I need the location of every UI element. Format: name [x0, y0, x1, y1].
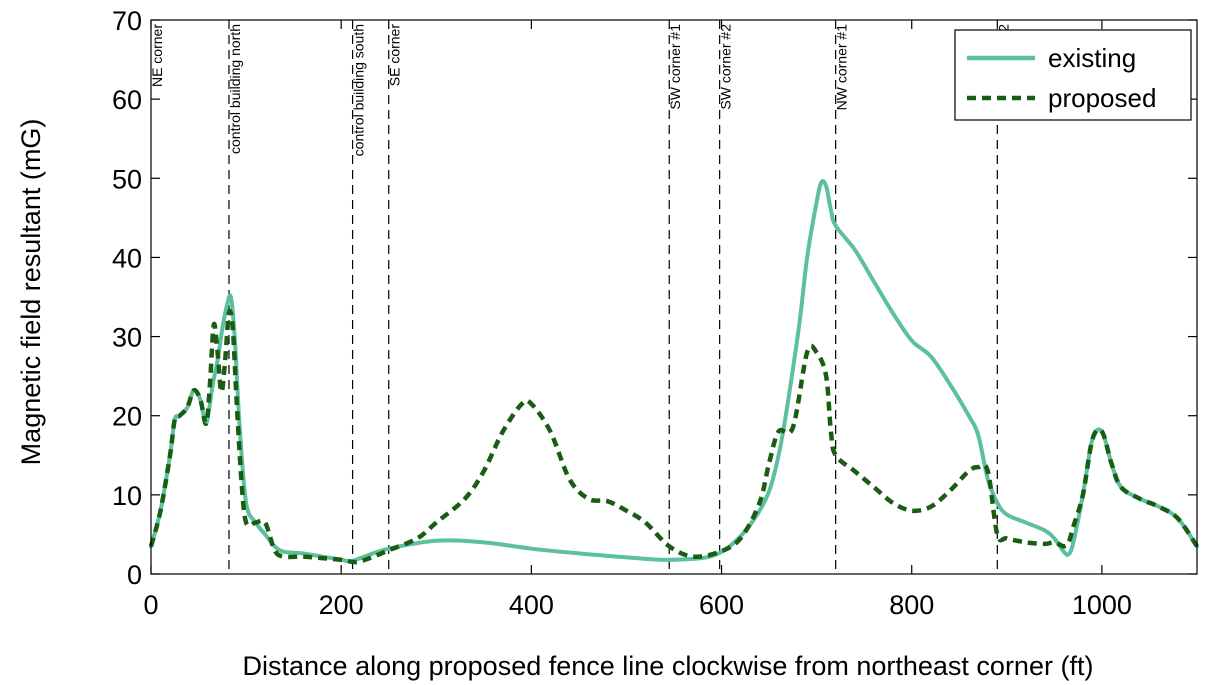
y-tick-label: 60 [112, 85, 142, 115]
x-tick-label: 800 [889, 590, 934, 620]
axes: 0 200 400 600 800 1000 0 10 20 30 40 50 60 70 [112, 6, 1198, 620]
y-tick-label: 10 [112, 481, 142, 511]
series-line-proposed [148, 308, 1199, 565]
marker-label: NE corner [149, 24, 165, 87]
y-tick-label: 20 [112, 402, 142, 432]
axes-frame [150, 19, 1198, 575]
legend-label-proposed: proposed [1048, 83, 1156, 113]
marker-label: control building south [351, 24, 367, 156]
y-tick-label: 0 [127, 560, 142, 590]
x-tick-label: 400 [509, 590, 554, 620]
x-tick-label: 0 [143, 590, 158, 620]
legend-box [954, 29, 1192, 121]
y-tick-label: 50 [112, 164, 142, 194]
x-tick-label: 1000 [1072, 590, 1132, 620]
y-tick-label: 30 [112, 323, 142, 353]
legend[interactable]: existing proposed [954, 29, 1192, 121]
legend-label-existing: existing [1048, 43, 1136, 73]
marker-label: NW corner #1 [834, 24, 850, 111]
marker-label: SE corner [387, 24, 403, 87]
x-axis-label: Distance along proposed fence line clock… [243, 651, 1094, 681]
x-tick-label: 200 [319, 590, 364, 620]
series-lines [148, 179, 1199, 565]
y-axis-label: Magnetic field resultant (mG) [16, 119, 46, 466]
marker-label: SW corner #2 [718, 24, 734, 110]
marker-label: SW corner #1 [667, 24, 683, 110]
marker-label: control building north [227, 24, 243, 154]
y-tick-label: 70 [112, 6, 142, 36]
y-tick-label: 40 [112, 243, 142, 273]
x-tick-label: 600 [699, 590, 744, 620]
